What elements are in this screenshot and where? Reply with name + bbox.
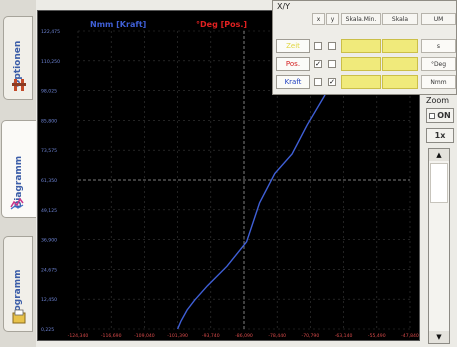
header-um: UM <box>421 13 456 25</box>
x-tick-label: -93,740 <box>202 333 220 339</box>
vertical-scrollbar[interactable]: ▲ ▼ <box>428 148 450 344</box>
header-x: x <box>312 13 325 25</box>
zoom-panel: Zoom ON 1x ▲ ▼ <box>423 96 457 347</box>
zeit-skala-min-input[interactable] <box>341 39 381 53</box>
chart-icon <box>10 197 24 210</box>
series-pos-label: °Deg [Pos.] <box>196 20 247 29</box>
y-tick-label: 122,475 <box>41 29 60 35</box>
scroll-thumb[interactable] <box>430 163 448 203</box>
zeit-unit: s <box>421 39 456 53</box>
x-tick-label: -63,140 <box>335 333 353 339</box>
kraft-unit: Nmm <box>421 75 456 89</box>
y-tick-label: 61,350 <box>41 178 57 184</box>
zeit-y-checkbox[interactable] <box>328 42 336 50</box>
pos-skala-min-input[interactable] <box>341 57 381 71</box>
zoom-label: Zoom <box>426 96 450 105</box>
y-tick-label: 85,800 <box>41 118 57 124</box>
options-icon <box>12 79 26 91</box>
y-tick-label: 12,450 <box>41 297 57 303</box>
zeit-x-checkbox[interactable] <box>314 42 322 50</box>
x-tick-label: -124,340 <box>68 333 89 339</box>
kraft-skala-min-input[interactable] <box>341 75 381 89</box>
tab-programm[interactable]: Programm <box>3 236 33 332</box>
scroll-up-icon[interactable]: ▲ <box>429 149 449 161</box>
kraft-y-checkbox[interactable]: ✓ <box>328 78 336 86</box>
x-tick-label: -109,040 <box>134 333 155 339</box>
tab-diagramm[interactable]: Diagramm <box>1 120 36 218</box>
row-zeit-text: Zeit <box>286 42 300 50</box>
row-pos-label[interactable]: Pos. <box>276 57 310 71</box>
x-tick-label: -70,790 <box>302 333 320 339</box>
y-tick-label: 36,900 <box>41 238 57 244</box>
chart-grid <box>77 30 411 330</box>
series-kraft-line <box>176 30 341 330</box>
zeit-skala-input[interactable] <box>382 39 418 53</box>
scroll-down-icon[interactable]: ▼ <box>429 331 449 343</box>
y-tick-label: 0,225 <box>41 327 54 333</box>
kraft-x-checkbox[interactable] <box>314 78 322 86</box>
program-icon <box>12 309 26 324</box>
zoom-level-button[interactable]: 1x <box>426 128 454 143</box>
series-kraft-label: Nmm [Kraft] <box>90 20 146 29</box>
y-tick-label: 49,125 <box>41 208 57 214</box>
row-kraft-text: Kraft <box>284 78 302 86</box>
x-tick-label: -116,690 <box>101 333 122 339</box>
x-tick-label: -47,840 <box>401 333 419 339</box>
header-skala-min: Skala.Min. <box>341 13 381 25</box>
side-tab-bar: Optionen Diagramm Programm <box>0 0 36 347</box>
x-tick-label: -101,390 <box>167 333 188 339</box>
zoom-on-text: ON <box>437 111 451 120</box>
y-axis-ticks: 122,475 110,250 98,025 85,800 73,575 61,350 49… <box>41 29 60 333</box>
row-kraft-label[interactable]: Kraft <box>276 75 310 89</box>
kraft-skala-input[interactable] <box>382 75 418 89</box>
row-pos-text: Pos. <box>285 60 301 68</box>
pos-skala-input[interactable] <box>382 57 418 71</box>
row-zeit-label[interactable]: Zeit <box>276 39 310 53</box>
header-skala: Skala <box>382 13 418 25</box>
x-tick-label: -86,090 <box>235 333 253 339</box>
xy-panel-title: X/Y <box>277 2 291 11</box>
line-chart: 122,475 110,250 98,025 85,800 73,575 61,350 49… <box>41 20 419 339</box>
x-tick-label: -55,490 <box>368 333 386 339</box>
pos-y-checkbox[interactable] <box>328 60 336 68</box>
x-tick-label: -78,440 <box>268 333 286 339</box>
x-axis-ticks: -124,340 -116,690 -109,040 -101,390 -93,740 -… <box>68 333 419 339</box>
zoom-checkbox-icon <box>429 112 436 119</box>
y-tick-label: 98,025 <box>41 89 57 95</box>
xy-settings-panel: X/Y x y Skala.Min. Skala UM Zeit s Pos. … <box>272 0 457 95</box>
header-y: y <box>326 13 339 25</box>
pos-x-checkbox[interactable]: ✓ <box>314 60 322 68</box>
y-tick-label: 24,675 <box>41 267 57 273</box>
pos-unit: °Deg <box>421 57 456 71</box>
y-tick-label: 73,575 <box>41 148 57 154</box>
zoom-on-toggle[interactable]: ON <box>426 108 454 123</box>
tab-optionen[interactable]: Optionen <box>3 16 33 100</box>
y-tick-label: 110,250 <box>41 59 60 65</box>
